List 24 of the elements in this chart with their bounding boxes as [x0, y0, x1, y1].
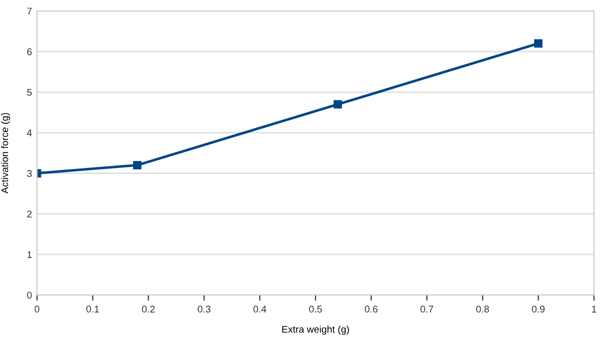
- x-tick-label: 0.6: [364, 306, 378, 313]
- y-tick-label: 2: [27, 210, 32, 218]
- y-tick-label: 5: [27, 88, 32, 96]
- x-tick-label: 0.2: [142, 306, 155, 313]
- x-tick-label: 0.5: [309, 306, 322, 313]
- x-tick-label: 0.9: [532, 306, 545, 313]
- x-tick-label: 0.8: [476, 306, 489, 313]
- y-axis-title: Activation force (g): [1, 113, 10, 194]
- x-tick-label: 1: [592, 306, 596, 312]
- y-tick-label: 7: [27, 8, 32, 15]
- point: [534, 39, 542, 48]
- point: [133, 161, 142, 170]
- x-tick-label: 0.3: [198, 306, 210, 313]
- x-tick-label: 0.7: [420, 306, 434, 313]
- point: [334, 100, 342, 108]
- y-tick-label: 0: [27, 292, 32, 299]
- x-axis-title: Extra weight (g): [282, 326, 349, 335]
- x-tick-label: 0: [34, 306, 40, 313]
- y-tick-label: 6: [27, 48, 32, 56]
- x-tick-label: 0.1: [86, 306, 99, 313]
- y-tick-label: 1: [27, 251, 32, 258]
- x-tick-label: 0.4: [253, 306, 266, 313]
- y-tick-label: 3: [27, 170, 32, 177]
- y-tick-label: 4: [26, 130, 32, 136]
